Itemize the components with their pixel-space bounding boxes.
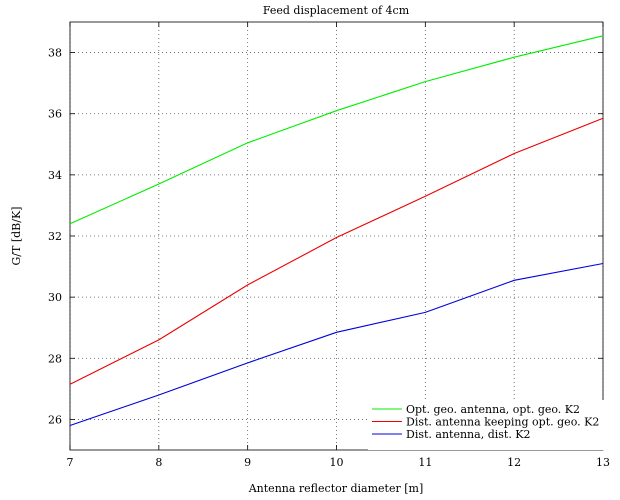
legend-label-3: Dist. antenna, dist. K2 bbox=[406, 428, 531, 441]
y-tick-label: 28 bbox=[48, 352, 62, 365]
y-tick-label: 34 bbox=[48, 169, 62, 182]
legend-label-1: Opt. geo. antenna, opt. geo. K2 bbox=[406, 403, 580, 416]
x-tick-label: 13 bbox=[596, 456, 610, 469]
x-tick-label: 10 bbox=[330, 456, 344, 469]
x-tick-label: 7 bbox=[67, 456, 74, 469]
series-line-3 bbox=[69, 262, 604, 427]
y-tick-label: 36 bbox=[48, 108, 62, 121]
x-tick-label: 12 bbox=[507, 456, 521, 469]
series-line-1 bbox=[69, 35, 604, 225]
chart-title: Feed displacement of 4cm bbox=[263, 4, 410, 17]
legend-box bbox=[368, 400, 604, 450]
series-lines bbox=[69, 35, 604, 427]
x-tick-label: 11 bbox=[418, 456, 432, 469]
x-tick-label: 9 bbox=[244, 456, 251, 469]
y-tick-label: 38 bbox=[48, 47, 62, 60]
legend-label-2: Dist. antenna keeping opt. geo. K2 bbox=[406, 416, 599, 429]
series-line-2 bbox=[69, 117, 604, 385]
y-tick-label: 32 bbox=[48, 230, 62, 243]
y-tick-label: 30 bbox=[48, 291, 62, 304]
x-tick-label: 8 bbox=[155, 456, 162, 469]
y-tick-label: 26 bbox=[48, 413, 62, 426]
y-axis-label: G/T [dB/K] bbox=[10, 207, 23, 266]
x-axis-label: Antenna reflector diameter [m] bbox=[248, 482, 424, 495]
grid bbox=[69, 22, 604, 450]
